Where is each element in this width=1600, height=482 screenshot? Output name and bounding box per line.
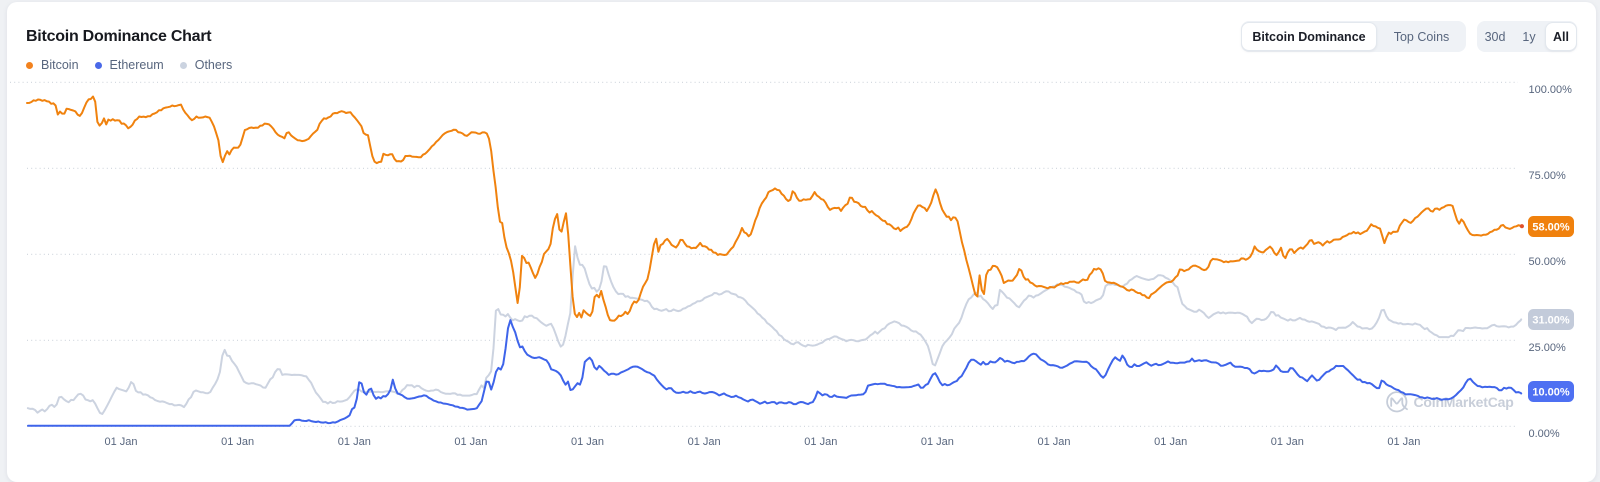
svg-text:CoinMarketCap: CoinMarketCap <box>1414 394 1514 410</box>
svg-text:01 Jan: 01 Jan <box>1271 436 1304 448</box>
svg-text:50.00%: 50.00% <box>1529 256 1567 268</box>
svg-text:01 Jan: 01 Jan <box>571 436 604 448</box>
svg-text:01 Jan: 01 Jan <box>804 436 837 448</box>
svg-text:75.00%: 75.00% <box>1529 170 1567 182</box>
svg-text:01 Jan: 01 Jan <box>1037 436 1070 448</box>
svg-text:01 Jan: 01 Jan <box>1154 436 1187 448</box>
svg-text:01 Jan: 01 Jan <box>688 436 721 448</box>
svg-text:25.00%: 25.00% <box>1529 342 1567 354</box>
svg-text:01 Jan: 01 Jan <box>921 436 954 448</box>
svg-text:01 Jan: 01 Jan <box>1387 436 1420 448</box>
svg-text:01 Jan: 01 Jan <box>104 436 137 448</box>
svg-text:01 Jan: 01 Jan <box>221 436 254 448</box>
svg-text:31.00%: 31.00% <box>1532 315 1570 327</box>
svg-text:10.00%: 10.00% <box>1532 387 1570 399</box>
svg-text:100.00%: 100.00% <box>1529 84 1573 96</box>
svg-text:58.00%: 58.00% <box>1532 222 1570 234</box>
svg-text:0.00%: 0.00% <box>1529 428 1560 440</box>
svg-text:01 Jan: 01 Jan <box>454 436 487 448</box>
svg-text:01 Jan: 01 Jan <box>338 436 371 448</box>
